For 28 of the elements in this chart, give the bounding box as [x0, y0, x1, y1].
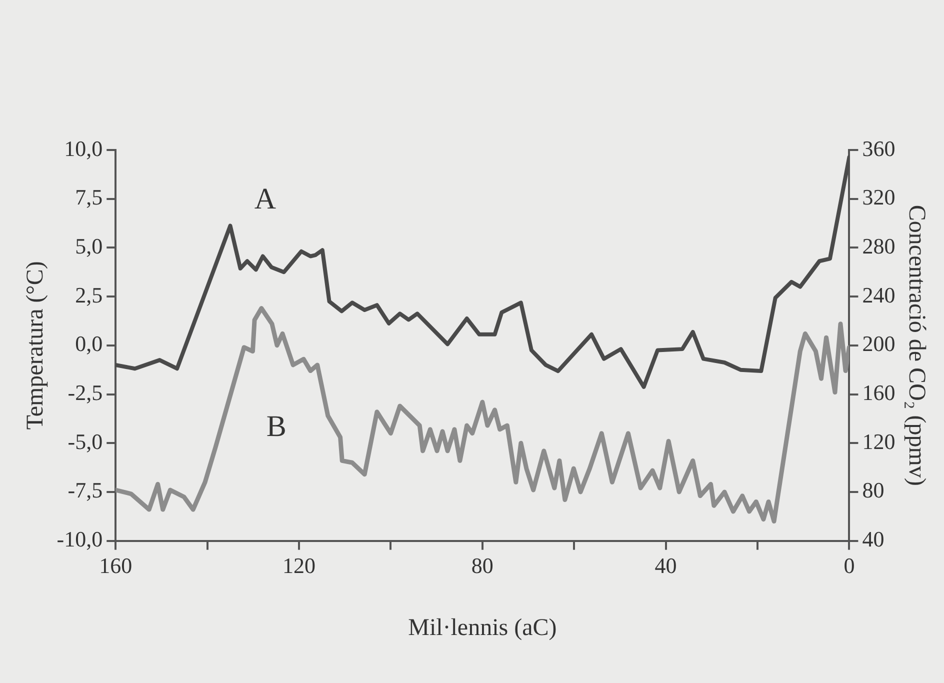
y2-tick-label: 240 — [862, 282, 896, 308]
x-axis-title: Mil·lennis (aC) — [408, 614, 557, 641]
y2-tick-label: 160 — [862, 380, 896, 406]
y-tick-label: 2,5 — [75, 282, 103, 308]
y-tick-label: 10,0 — [64, 136, 103, 161]
y-tick-label: -7,5 — [68, 478, 103, 503]
y2-axis-title: Concentració de CO₂ (ppmv) — [903, 204, 930, 486]
y-tick-label: -5,0 — [68, 428, 103, 454]
y-tick-label: 5,0 — [75, 233, 103, 258]
y2-tick-label: 80 — [862, 478, 884, 503]
series-label: B — [266, 410, 286, 444]
y-axis-title: Temperatura (°C) — [22, 261, 49, 430]
y2-tick-label: 320 — [862, 184, 896, 210]
x-tick-label: 160 — [99, 552, 132, 578]
x-tick-label: 120 — [282, 552, 316, 578]
series-label: A — [254, 182, 276, 216]
y-tick-label: 7,5 — [75, 184, 103, 210]
y2-tick-label: 200 — [862, 331, 896, 356]
y2-tick-label: 40 — [862, 526, 884, 552]
y-tick-label: -10,0 — [56, 526, 103, 552]
y2-tick-label: 280 — [862, 233, 896, 258]
x-tick-label: 80 — [471, 552, 494, 578]
y2-tick-label: 360 — [862, 136, 896, 161]
y-tick-label: -2,5 — [68, 380, 103, 406]
x-tick-label: 40 — [654, 552, 677, 578]
x-tick-label: 0 — [844, 552, 855, 578]
y-tick-label: 0,0 — [75, 331, 103, 356]
y2-tick-label: 120 — [862, 428, 896, 454]
